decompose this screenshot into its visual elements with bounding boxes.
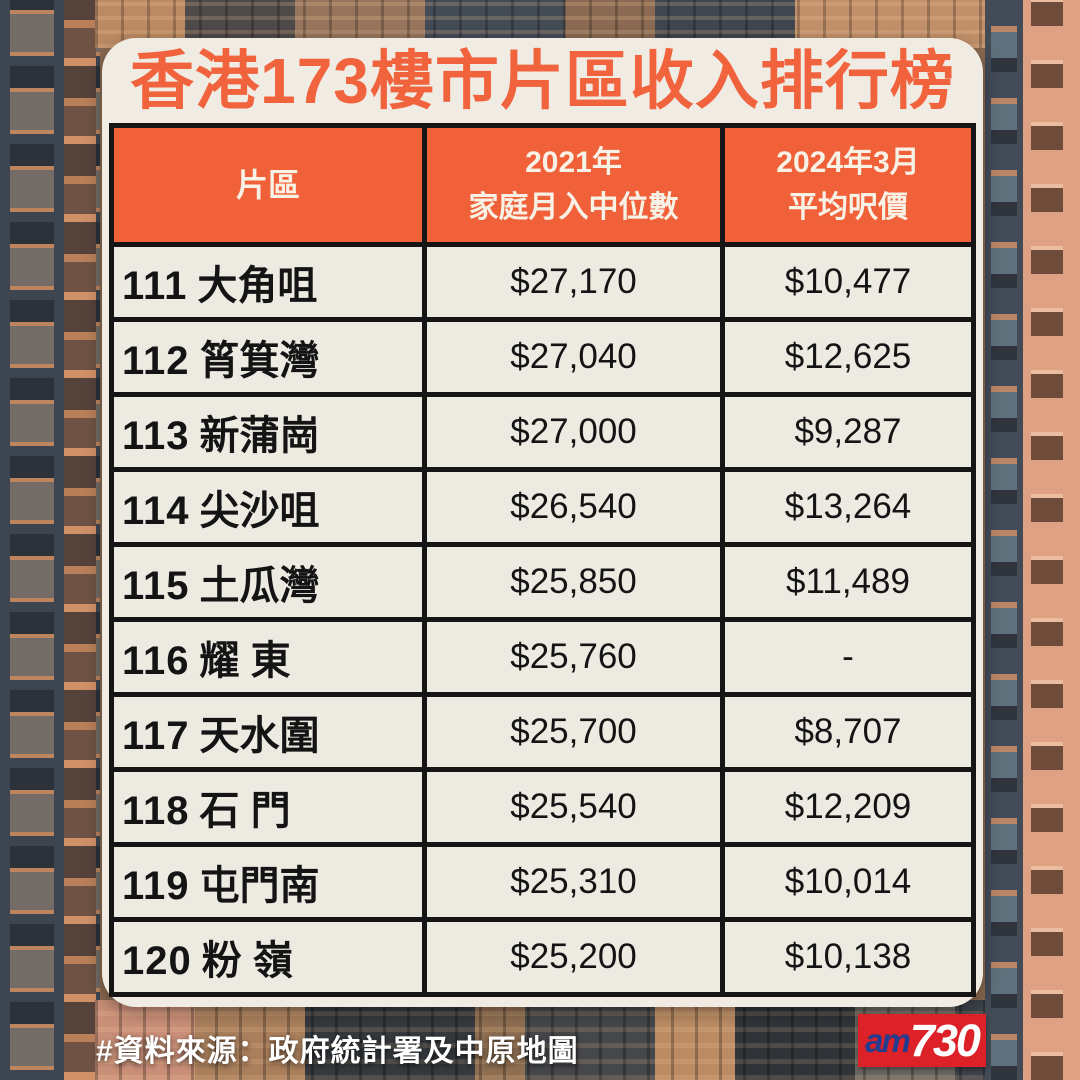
district-cell: 120 粉 嶺 <box>109 917 427 998</box>
district-rank: 117 <box>122 714 190 759</box>
price-value: $10,477 <box>720 242 976 323</box>
district-name: 大角咀 <box>197 264 318 309</box>
district-rank: 120 <box>122 939 192 984</box>
district-rank: 115 <box>122 564 190 609</box>
district-rank: 114 <box>122 489 190 534</box>
table-row: 113 新蒲崗 $27,000 $9,287 <box>109 392 976 473</box>
income-value: $27,040 <box>422 317 725 398</box>
district-name: 天水圍 <box>199 714 320 759</box>
ranking-table: 片區 2021年 家庭月入中位數 2024年3月 平均呎價 111 大角咀 $27… <box>109 123 976 998</box>
district-name: 粉 嶺 <box>201 939 293 984</box>
table-row: 116 耀 東 $25,760 - <box>109 617 976 698</box>
district-cell: 116 耀 東 <box>109 617 427 698</box>
table-row: 118 石 門 $25,540 $12,209 <box>109 767 976 848</box>
price-value: $8,707 <box>720 692 976 773</box>
table-row: 117 天水圍 $25,700 $8,707 <box>109 692 976 773</box>
background-buildings-bottom <box>95 1000 985 1080</box>
col-header-income-line2: 家庭月入中位數 <box>468 191 679 225</box>
page-title: 香港173樓市片區收入排行榜 <box>130 45 955 117</box>
price-value: $10,014 <box>720 842 976 923</box>
am730-logo: am 730 <box>858 1014 986 1067</box>
district-name: 尖沙咀 <box>199 489 320 534</box>
income-value: $25,700 <box>422 692 725 773</box>
price-value: $12,209 <box>720 767 976 848</box>
district-cell: 115 土瓜灣 <box>109 542 427 623</box>
background-building-right-salmon <box>1023 0 1080 1080</box>
col-header-income-line1: 2021年 <box>525 146 622 180</box>
table-row: 115 土瓜灣 $25,850 $11,489 <box>109 542 976 623</box>
district-cell: 114 尖沙咀 <box>109 467 427 548</box>
background-building-left <box>0 0 100 1080</box>
income-value: $27,000 <box>422 392 725 473</box>
price-value: - <box>720 617 976 698</box>
district-rank: 116 <box>122 639 190 684</box>
income-value: $26,540 <box>422 467 725 548</box>
price-value: $9,287 <box>720 392 976 473</box>
district-rank: 119 <box>122 864 190 909</box>
col-header-district: 片區 <box>109 123 427 248</box>
income-value: $25,540 <box>422 767 725 848</box>
district-cell: 117 天水圍 <box>109 692 427 773</box>
income-value: $27,170 <box>422 242 725 323</box>
district-name: 屯門南 <box>199 864 320 909</box>
col-header-district-label: 片區 <box>235 167 300 204</box>
infographic-card: 香港173樓市片區收入排行榜 片區 2021年 家庭月入中位數 2024年3月 … <box>102 38 983 1007</box>
data-source-note: #資料來源：政府統計署及中原地圖 <box>96 1035 579 1068</box>
col-header-price-line2: 平均呎價 <box>788 191 908 225</box>
price-value: $10,138 <box>720 917 976 998</box>
district-cell: 118 石 門 <box>109 767 427 848</box>
table-row: 112 筲箕灣 $27,040 $12,625 <box>109 317 976 398</box>
table-row: 119 屯門南 $25,310 $10,014 <box>109 842 976 923</box>
table-row: 120 粉 嶺 $25,200 $10,138 <box>109 917 976 998</box>
am730-logo-am: am <box>865 1021 911 1059</box>
income-value: $25,200 <box>422 917 725 998</box>
district-name: 耀 東 <box>199 639 291 684</box>
district-cell: 119 屯門南 <box>109 842 427 923</box>
income-value: $25,310 <box>422 842 725 923</box>
district-rank: 118 <box>122 789 190 834</box>
district-name: 土瓜灣 <box>199 564 320 609</box>
district-name: 筲箕灣 <box>199 339 320 384</box>
district-cell: 111 大角咀 <box>109 242 427 323</box>
table-row: 114 尖沙咀 $26,540 $13,264 <box>109 467 976 548</box>
district-rank: 111 <box>122 264 188 309</box>
col-header-price: 2024年3月 平均呎價 <box>720 123 976 248</box>
price-value: $11,489 <box>720 542 976 623</box>
table-header-row: 片區 2021年 家庭月入中位數 2024年3月 平均呎價 <box>109 123 976 248</box>
price-value: $12,625 <box>720 317 976 398</box>
district-name: 石 門 <box>199 789 291 834</box>
district-name: 新蒲崗 <box>199 414 320 459</box>
income-value: $25,760 <box>422 617 725 698</box>
district-rank: 113 <box>122 414 190 459</box>
table-row: 111 大角咀 $27,170 $10,477 <box>109 242 976 323</box>
district-cell: 113 新蒲崗 <box>109 392 427 473</box>
income-value: $25,850 <box>422 542 725 623</box>
col-header-income: 2021年 家庭月入中位數 <box>422 123 725 248</box>
background-building-right-grey <box>985 0 1023 1080</box>
price-value: $13,264 <box>720 467 976 548</box>
district-rank: 112 <box>122 339 190 384</box>
am730-logo-number: 730 <box>909 1014 981 1066</box>
district-cell: 112 筲箕灣 <box>109 317 427 398</box>
col-header-price-line1: 2024年3月 <box>776 146 920 180</box>
table-body: 111 大角咀 $27,170 $10,477 112 筲箕灣 $27,040 $1… <box>109 242 976 998</box>
table-header: 片區 2021年 家庭月入中位數 2024年3月 平均呎價 <box>109 123 976 248</box>
